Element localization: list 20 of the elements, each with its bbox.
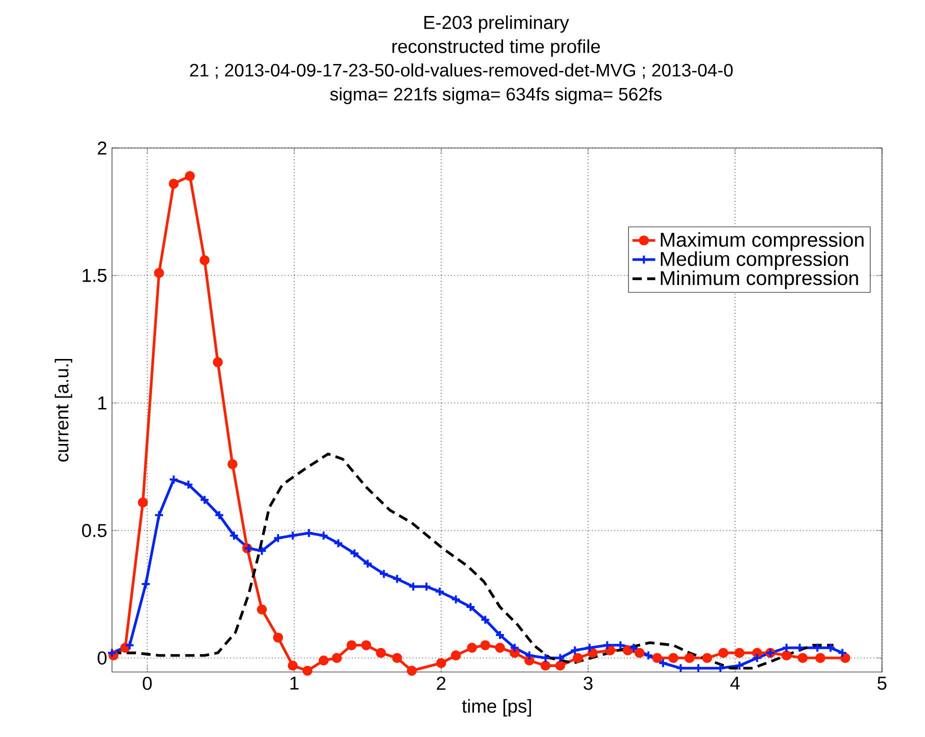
chart-title: E-203 preliminary xyxy=(424,15,570,33)
legend-label: Minimum compression xyxy=(660,270,858,290)
x-tick-label: 3 xyxy=(584,676,592,690)
x-axis-title: time [ps] xyxy=(462,699,531,716)
y-tick-label: 0 xyxy=(98,651,107,665)
y-tick-label: 0.5 xyxy=(82,524,107,538)
x-tick-label: 0 xyxy=(142,676,152,690)
x-tick-label: 4 xyxy=(730,676,740,690)
legend-label: Maximum compression xyxy=(660,232,864,251)
y-tick-label: 2 xyxy=(98,141,106,155)
y-tick-label: 1.5 xyxy=(82,268,107,282)
x-tick-label: 5 xyxy=(878,676,886,690)
y-tick-label: 1 xyxy=(98,396,106,410)
text: 21 ; 2013-04-09-17-23-50-old-values-removed-det-MVG ; 2013-04-0 xyxy=(190,63,733,79)
x-tick-label: 2 xyxy=(436,676,446,690)
legend-label: Medium compression xyxy=(660,251,848,270)
x-tick-label: 1 xyxy=(290,676,298,690)
y-axis-title: current [a.u.] xyxy=(54,358,72,462)
text: sigma= 221fs sigma= 634fs sigma= 562fs xyxy=(330,87,662,104)
chart-subtitle: reconstructed time profile xyxy=(392,39,600,57)
